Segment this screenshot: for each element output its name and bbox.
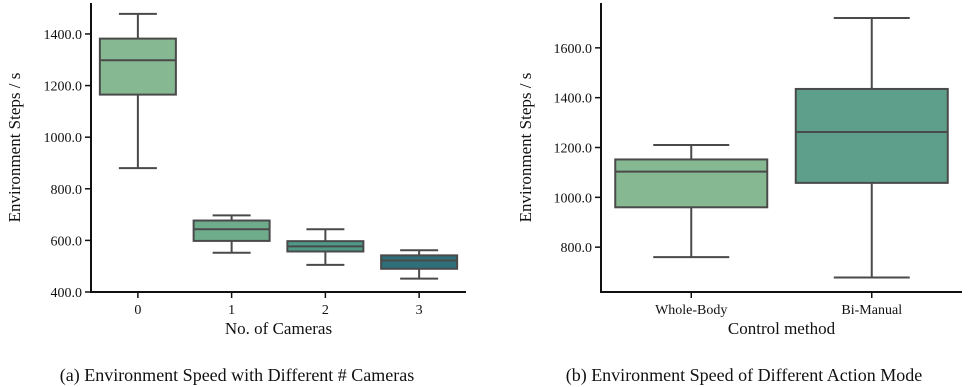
figure-caption: (b) Environment Speed of Different Actio… [566,365,923,386]
x-axis-title: No. of Cameras [225,319,332,338]
figure-caption: (a) Environment Speed with Different # C… [60,365,415,386]
box-Bi-Manual [794,16,949,279]
y-tick-label: 600.0 [51,234,83,249]
box-0 [98,12,177,170]
box-body [794,87,949,184]
y-axis-title: Environment Steps / s [516,73,535,223]
y-tick-label: 800.0 [561,241,593,256]
y-tick-label: 1400.0 [44,28,83,43]
box-1 [192,214,271,254]
y-tick-label: 1000.0 [44,131,83,146]
box-Whole-Body [614,144,769,259]
box-body [192,219,271,242]
x-tick-label: 1 [228,303,235,318]
chart-panel-a: 400.0 600.0 800.0 1000.0 1200.0 1400.0 0 1 2 3 No.… [5,3,466,386]
y-tick-label: 400.0 [51,286,83,301]
x-tick-label: Bi-Manual [841,303,902,318]
y-axis-title: Environment Steps / s [5,73,24,223]
box-body [614,158,769,209]
box-body [98,37,177,96]
box-3 [380,249,459,280]
chart-panel-b: 800.0 1000.0 1200.0 1400.0 1600.0 Whole-Body B… [516,3,962,386]
y-tick-label: 1600.0 [554,42,593,57]
y-tick-label: 1200.0 [44,80,83,95]
box-body [380,254,459,270]
box-2 [286,228,365,266]
y-tick-label: 1400.0 [554,92,593,107]
x-axis-title: Control method [728,319,836,338]
y-tick-label: 800.0 [51,183,83,198]
x-tick-label: 2 [322,303,329,318]
y-tick-label: 1200.0 [554,142,593,157]
x-tick-label: Whole-Body [655,303,727,318]
x-tick-label: 0 [134,303,141,318]
y-tick-label: 1000.0 [554,191,593,206]
x-tick-label: 3 [416,303,423,318]
